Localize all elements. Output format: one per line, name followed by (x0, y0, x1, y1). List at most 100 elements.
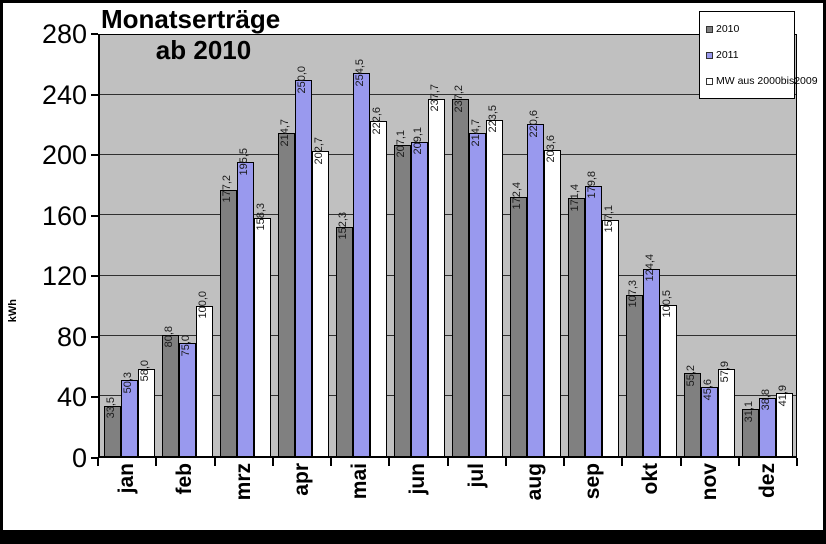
month-label-jul: jul (464, 463, 488, 488)
month-cell-jul: jul (448, 463, 506, 533)
bar-value-label: 100,0 (197, 291, 209, 319)
bar-groups: 33,5 50,3 58,0 80,8 75,0 100,0 177,2 195,5 158,3… (100, 35, 796, 456)
month-label-dez: dez (755, 463, 779, 499)
y-tick-label-120: 120 (41, 261, 87, 292)
bar-group-jul: 237,2 214,7 223,5 (448, 35, 506, 456)
bar-2010-jun: 207,1 (393, 130, 411, 456)
y-tick-mark (91, 275, 98, 278)
x-tick-mark (155, 458, 158, 466)
legend: 2010 2011 MW aus 2000bis2009 (699, 11, 818, 99)
month-label-sep: sep (581, 463, 605, 500)
bar-value-label: 152,3 (337, 212, 349, 241)
bar-2011-mai: 254,5 (352, 59, 370, 456)
chart-title-line1: Monatserträge (101, 4, 281, 34)
bar-2010-sep: 171,4 (567, 184, 585, 456)
bar-2010-dez: 31,1 (741, 401, 759, 456)
bar-MW-aus-2000bis2009-nov: 57,9 (717, 361, 735, 456)
y-axis-title: kWh (7, 299, 19, 323)
legend-swatch-icon (706, 77, 713, 85)
gridline-240 (100, 94, 796, 96)
x-tick-mark (621, 458, 624, 466)
bar-MW-aus-2000bis2009-okt: 100,5 (659, 290, 677, 456)
bar-value-label: 177,2 (221, 175, 233, 203)
bar-MW-aus-2000bis2009-dez: 41,9 (775, 385, 793, 456)
bar-2011-sep: 179,8 (584, 171, 602, 456)
x-axis-labels: jan feb mrz apr mai jun jul aug sep okt nov dez (98, 463, 797, 533)
legend-label: MW aus 2000bis2009 (716, 75, 818, 87)
bar-value-label: 107,3 (627, 280, 639, 308)
month-cell-apr: apr (273, 463, 331, 533)
bar-MW-aus-2000bis2009-mai: 222,6 (369, 107, 387, 456)
bar-value-label: 207,1 (395, 130, 407, 158)
bar-2011-nov: 45,6 (700, 379, 718, 456)
bar-group-apr: 214,7 250,0 202,7 (274, 35, 332, 456)
bar-value-label: 38,8 (760, 389, 772, 411)
bar-value-label: 58,0 (139, 360, 151, 382)
x-tick-mark (97, 458, 99, 466)
month-label-jun: jun (406, 463, 430, 495)
month-cell-jun: jun (389, 463, 447, 533)
month-cell-dez: dez (739, 463, 797, 533)
y-tick-label-240: 240 (41, 79, 87, 110)
y-tick-mark (91, 33, 98, 35)
bar-group-dez: 31,1 38,8 41,9 (738, 35, 796, 456)
month-label-nov: nov (697, 463, 721, 501)
month-cell-jan: jan (98, 463, 156, 533)
x-tick-mark (446, 458, 449, 466)
x-tick-mark (737, 458, 740, 466)
bar-2011-dez: 38,8 (758, 389, 776, 456)
bar-MW-aus-2000bis2009-apr: 202,7 (311, 137, 329, 456)
y-tick-mark (91, 335, 98, 338)
bar-2010-apr: 214,7 (277, 119, 295, 456)
bar-value-label: 157,1 (603, 205, 615, 233)
bar-value-label: 57,9 (719, 360, 731, 382)
bar-value-label: 31,1 (743, 400, 755, 423)
bar-2010-jul: 237,2 (451, 85, 469, 456)
bar-2011-jan: 50,3 (120, 372, 138, 456)
bar-value-label: 220,6 (528, 109, 540, 138)
bar-value-label: 202,7 (313, 136, 325, 165)
y-tick-label-40: 40 (56, 382, 87, 413)
month-label-aug: aug (522, 463, 546, 501)
bar-2010-mrz: 177,2 (219, 175, 237, 456)
bar-value-label: 223,5 (487, 105, 499, 133)
bar-group-sep: 171,4 179,8 157,1 (564, 35, 622, 456)
bar-value-label: 214,7 (470, 118, 482, 147)
bar-MW-aus-2000bis2009-feb: 100,0 (195, 291, 213, 456)
bar-MW-aus-2000bis2009-aug: 203,6 (543, 135, 561, 456)
bar-2011-jun: 209,1 (410, 127, 428, 456)
plot-area: 33,5 50,3 58,0 80,8 75,0 100,0 177,2 195,5 158,3… (98, 34, 797, 458)
bar-2011-aug: 220,6 (526, 110, 544, 456)
y-tick-label-160: 160 (41, 200, 87, 231)
month-label-mrz: mrz (231, 463, 255, 501)
bar-2010-aug: 172,4 (509, 182, 527, 456)
bar-value-label: 214,7 (279, 118, 291, 147)
y-tick-label-200: 200 (41, 140, 87, 171)
month-cell-feb: feb (156, 463, 214, 533)
legend-swatch-icon (706, 25, 713, 33)
bar-group-feb: 80,8 75,0 100,0 (158, 35, 216, 456)
bar-value-label: 237,2 (453, 84, 465, 113)
y-tick-mark (91, 93, 98, 96)
bar-value-label: 80,8 (163, 326, 175, 348)
y-tick-label-0: 0 (71, 443, 87, 473)
bar-group-mai: 152,3 254,5 222,6 (332, 35, 390, 456)
x-tick-mark (679, 458, 682, 466)
chart-title-line2: ab 2010 (155, 35, 252, 65)
bar-MW-aus-2000bis2009-mrz: 158,3 (253, 203, 271, 456)
bar-value-label: 158,3 (255, 203, 267, 231)
x-tick-mark (563, 458, 565, 466)
bar-MW-aus-2000bis2009-jun: 237,7 (427, 84, 445, 456)
bar-value-label: 179,8 (586, 171, 598, 199)
x-tick-mark (796, 458, 798, 466)
bar-value-label: 171,4 (569, 183, 581, 212)
bar-2010-jan: 33,5 (103, 397, 121, 456)
month-label-mai: mai (348, 463, 372, 500)
legend-item-2011: 2011 (706, 49, 792, 61)
bar-group-okt: 107,3 124,4 100,5 (622, 35, 680, 456)
x-tick-mark (504, 458, 507, 466)
legend-item-2010: 2010 (706, 23, 792, 35)
bar-value-label: 45,6 (702, 379, 714, 401)
bar-value-label: 254,5 (354, 58, 366, 87)
bar-MW-aus-2000bis2009-jan: 58,0 (137, 360, 155, 456)
